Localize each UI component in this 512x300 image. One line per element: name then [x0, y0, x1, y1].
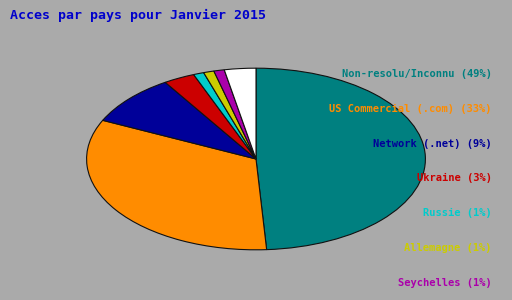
Wedge shape	[194, 73, 256, 159]
Text: Seychelles (1%): Seychelles (1%)	[398, 278, 492, 288]
Text: US Commercial (.com) (33%): US Commercial (.com) (33%)	[329, 104, 492, 114]
Wedge shape	[214, 70, 256, 159]
Text: Non-resolu/Inconnu (49%): Non-resolu/Inconnu (49%)	[342, 69, 492, 79]
Text: Network (.net) (9%): Network (.net) (9%)	[373, 139, 492, 148]
Text: Ukraine (3%): Ukraine (3%)	[417, 173, 492, 183]
Wedge shape	[256, 68, 425, 250]
Wedge shape	[103, 82, 256, 159]
Wedge shape	[87, 120, 267, 250]
Text: Allemagne (1%): Allemagne (1%)	[404, 243, 492, 253]
Text: Acces par pays pour Janvier 2015: Acces par pays pour Janvier 2015	[10, 9, 266, 22]
Text: Russie (1%): Russie (1%)	[423, 208, 492, 218]
Wedge shape	[165, 75, 256, 159]
Wedge shape	[224, 68, 256, 159]
Wedge shape	[204, 71, 256, 159]
